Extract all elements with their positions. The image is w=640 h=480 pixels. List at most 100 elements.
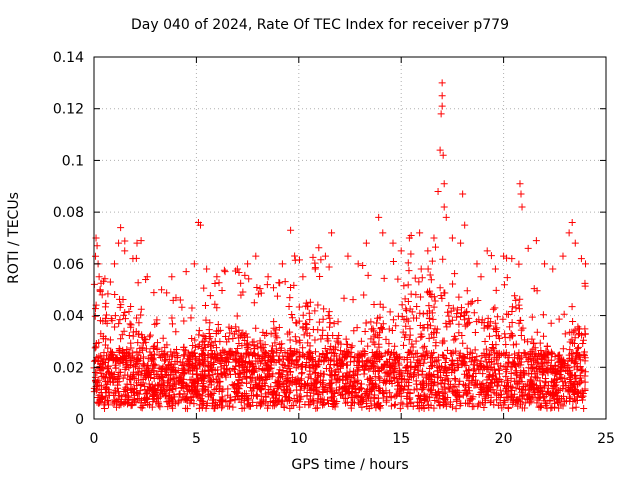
data-point [202, 335, 210, 343]
data-point [222, 357, 230, 365]
y-tick-label: 0 [75, 412, 84, 428]
data-point [284, 385, 292, 393]
data-point [309, 325, 317, 333]
data-point [474, 297, 482, 305]
data-point [242, 393, 250, 401]
data-point [138, 367, 146, 375]
data-point [178, 378, 186, 386]
data-point [542, 358, 550, 366]
data-point [169, 396, 177, 404]
data-point [581, 330, 589, 338]
data-point [370, 333, 378, 341]
data-point [172, 349, 180, 357]
data-point [424, 265, 432, 273]
data-point [400, 316, 408, 324]
data-point [174, 399, 182, 407]
data-point [208, 350, 216, 358]
data-point [91, 376, 99, 384]
data-point [519, 324, 527, 332]
data-point [566, 375, 574, 383]
data-point [115, 347, 123, 355]
data-point [565, 369, 573, 377]
data-point [264, 352, 272, 360]
data-point [137, 371, 145, 379]
data-point [459, 357, 467, 365]
data-point [476, 380, 484, 388]
data-point [121, 237, 129, 245]
data-point [231, 395, 239, 403]
data-point [268, 389, 276, 397]
data-point [424, 324, 432, 332]
data-point [579, 336, 587, 344]
data-point [319, 401, 327, 409]
data-point [94, 399, 102, 407]
data-point [526, 381, 534, 389]
data-point [253, 391, 261, 399]
data-point [525, 390, 533, 398]
data-point [266, 398, 274, 406]
data-point [508, 383, 516, 391]
data-point [416, 309, 424, 317]
grid [94, 57, 606, 419]
data-point [213, 304, 221, 312]
data-point [422, 395, 430, 403]
data-point [342, 394, 350, 402]
data-point [211, 280, 219, 288]
data-point [418, 386, 426, 394]
data-point [110, 389, 118, 397]
data-point [486, 351, 494, 359]
data-point [204, 358, 212, 366]
data-point [116, 316, 124, 324]
data-point [430, 382, 438, 390]
data-point [125, 308, 133, 316]
data-point [284, 362, 292, 370]
data-point [487, 357, 495, 365]
data-point [380, 274, 388, 282]
data-point [414, 371, 422, 379]
data-point [197, 371, 205, 379]
data-point [278, 360, 286, 368]
data-point [291, 252, 299, 260]
data-point [183, 397, 191, 405]
data-point [449, 280, 457, 288]
data-point [434, 372, 442, 380]
data-point [354, 392, 362, 400]
data-point [530, 340, 538, 348]
data-point [429, 354, 437, 362]
data-point [438, 385, 446, 393]
data-point [113, 375, 121, 383]
data-point [324, 349, 332, 357]
data-point [438, 79, 446, 87]
data-point [182, 347, 190, 355]
data-point [365, 357, 373, 365]
data-point [200, 341, 208, 349]
data-point [125, 398, 133, 406]
data-point [464, 319, 472, 327]
data-point [557, 366, 565, 374]
data-point [562, 364, 570, 372]
data-point [494, 350, 502, 358]
data-point [149, 356, 157, 364]
data-point [348, 398, 356, 406]
data-point [126, 361, 134, 369]
data-point [410, 314, 418, 322]
data-point [419, 344, 427, 352]
data-point [216, 326, 224, 334]
data-point [574, 380, 582, 388]
data-point [250, 299, 258, 307]
x-tick-label: 0 [90, 431, 99, 447]
data-point [297, 370, 305, 378]
data-point [533, 328, 541, 336]
data-point [267, 383, 275, 391]
data-point [520, 371, 528, 379]
data-point [559, 345, 567, 353]
data-point [532, 237, 540, 245]
data-point [291, 333, 299, 341]
data-point [311, 380, 319, 388]
data-point [373, 319, 381, 327]
data-point [292, 375, 300, 383]
data-point [412, 291, 420, 299]
data-point [321, 344, 329, 352]
data-point [359, 396, 367, 404]
data-point [353, 367, 361, 375]
